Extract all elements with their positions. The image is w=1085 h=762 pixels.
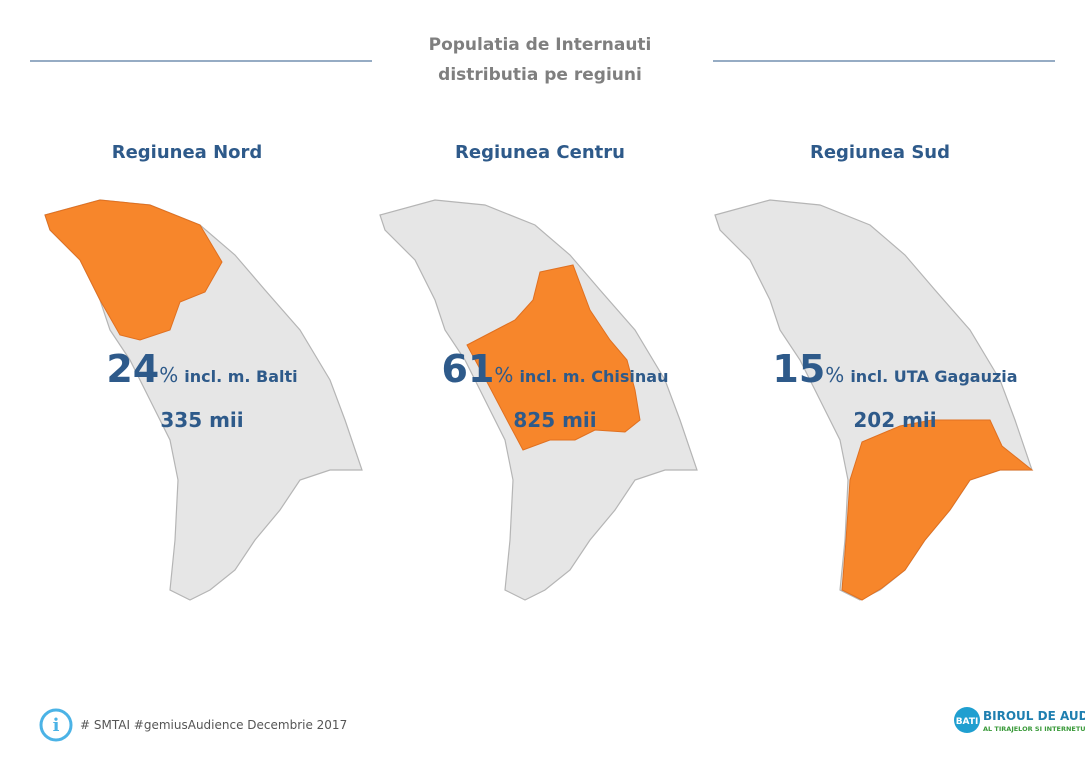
share: 61 — [442, 347, 495, 391]
region-share: 24% incl. m. Balti — [106, 347, 297, 391]
info-icon — [39, 708, 73, 742]
region-share: 15% incl. UTA Gagauzia — [772, 347, 1017, 391]
region-users: 335 mii — [160, 408, 243, 432]
region-users: 825 mii — [513, 408, 596, 432]
unit: % — [825, 363, 844, 387]
region-name: Regiunea Sud — [810, 142, 950, 163]
unit: % — [494, 363, 513, 387]
unit: % — [159, 363, 178, 387]
region-name: Regiunea Centru — [455, 142, 625, 163]
note: incl. m. Balti — [184, 367, 297, 386]
region-name: Regiunea Nord — [112, 142, 263, 163]
map-nord — [44, 199, 363, 601]
note: incl. m. Chisinau — [519, 367, 668, 386]
map-sud — [714, 199, 1034, 601]
title: Populatia de Internauti — [429, 35, 652, 55]
logo-subtitle: AL TIRAJELOR SI INTERNETULUI — [983, 725, 1085, 733]
map-centru — [379, 199, 698, 601]
title: distributia pe regiuni — [438, 65, 642, 85]
info-icon: i — [53, 715, 60, 736]
note: incl. UTA Gagauzia — [850, 367, 1017, 386]
share: 24 — [106, 347, 159, 391]
region-share: 61% incl. m. Chisinau — [442, 347, 669, 391]
logo-title: BIROUL DE AUDIT — [983, 709, 1085, 723]
logo-badge: BATI — [956, 717, 979, 727]
share: 15 — [772, 347, 825, 391]
logo — [954, 707, 980, 733]
source: # SMTAI #gemiusAudience Decembrie 2017 — [80, 718, 347, 732]
region-users: 202 mii — [853, 408, 936, 432]
